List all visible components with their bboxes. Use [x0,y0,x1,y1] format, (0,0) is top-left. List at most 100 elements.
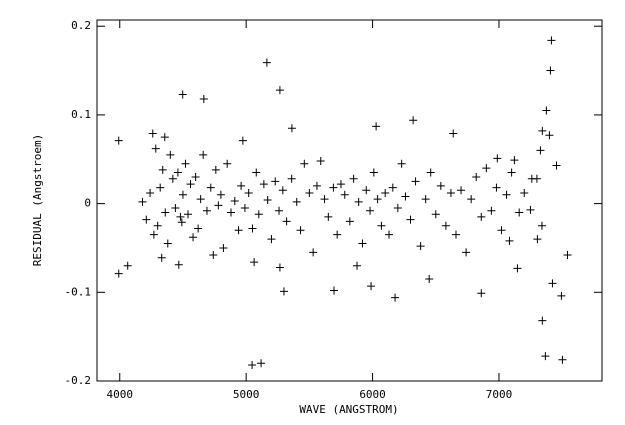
point [353,261,362,270]
point [547,36,556,45]
point [267,235,276,244]
point [487,206,496,215]
point [416,242,425,251]
point [532,174,541,183]
point [287,124,296,133]
point [312,181,321,190]
point [194,224,203,233]
point [538,316,547,325]
point [425,274,434,283]
point [367,282,376,291]
point [340,190,349,199]
point [248,224,257,233]
x-axis-label: WAVE (ANGSTROM) [299,403,398,416]
point [320,195,329,204]
point [558,355,567,364]
point [257,359,266,368]
point [349,174,358,183]
point [254,210,263,219]
point [451,230,460,239]
point [171,204,180,213]
point [336,180,345,189]
point [431,210,440,219]
point [282,217,291,226]
point [278,186,287,195]
point [184,210,193,219]
point [548,279,557,288]
point [191,172,200,181]
point [178,190,187,199]
point [388,183,397,192]
point [148,129,157,138]
point [377,221,386,230]
point [557,291,566,300]
point [369,168,378,177]
point [462,248,471,257]
point [406,215,415,224]
point [214,201,223,210]
point [138,197,147,206]
point [219,243,228,252]
point [206,183,215,192]
point [541,352,550,361]
y-tick-label: 0.1 [71,108,91,121]
point [330,286,339,295]
point [316,157,325,166]
point [497,226,506,235]
point [381,188,390,197]
point [189,233,198,242]
point [505,236,514,245]
point [250,258,259,267]
point [146,188,155,197]
point [275,263,284,272]
point [176,212,185,221]
y-axis-label: RESIDUAL (Angstroem) [31,134,44,266]
point [279,287,288,296]
point [436,181,445,190]
y-tick-label: -0.2 [65,374,92,387]
point [158,165,167,174]
point [223,159,232,168]
point [142,215,151,224]
point [160,133,169,142]
point [533,235,542,244]
point [226,208,235,217]
point [545,131,554,140]
point [238,136,247,145]
point [248,361,257,370]
point [181,159,190,168]
x-tick-label: 5000 [233,388,260,401]
point [373,195,382,204]
point [209,251,218,260]
point [230,196,239,205]
point [457,186,466,195]
point [441,221,450,230]
point [333,230,342,239]
point [426,168,435,177]
point [362,186,371,195]
point [563,251,572,260]
point [287,174,296,183]
point [202,206,211,215]
point [178,90,187,99]
y-tick-label: 0.2 [71,19,91,32]
point [477,212,486,221]
point [275,86,284,95]
point [296,226,305,235]
point [536,146,545,155]
point [513,264,522,273]
x-tick-label: 7000 [486,388,513,401]
point [166,150,175,159]
point [174,260,183,269]
point [510,156,519,165]
point [216,190,225,199]
point [234,226,243,235]
point [163,239,172,248]
point [493,154,502,163]
point [199,150,208,159]
point [449,129,458,138]
point [309,248,318,257]
point [211,165,220,174]
point [271,177,280,186]
